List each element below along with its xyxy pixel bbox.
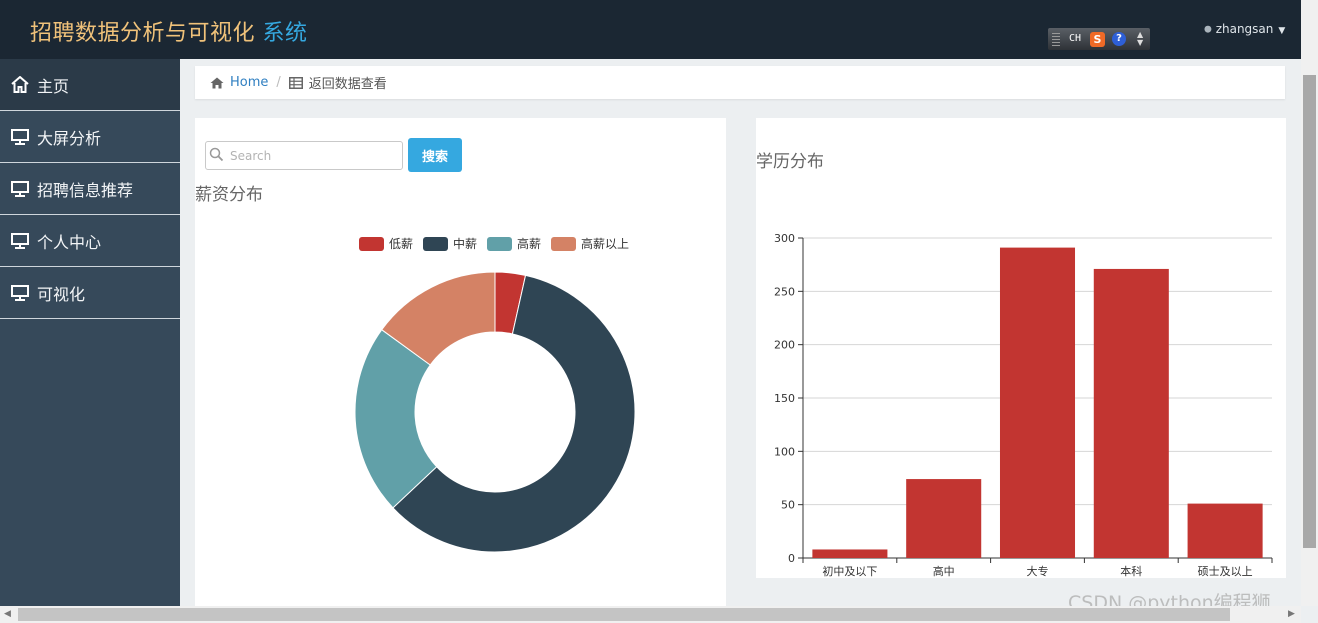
home-icon — [10, 76, 30, 93]
monitor-icon — [10, 128, 30, 145]
sidebar-item-label: 大屏分析 — [37, 128, 102, 148]
breadcrumb-home-link[interactable]: Home — [210, 75, 268, 90]
scroll-right-icon[interactable]: ▶ — [1288, 609, 1295, 619]
bar[interactable] — [812, 549, 888, 558]
vertical-scrollbar[interactable] — [1301, 0, 1318, 606]
legend-label: 高薪以上 — [581, 237, 630, 251]
sidebar-item-home[interactable]: 主页 — [0, 59, 180, 111]
x-tick-label: 硕士及以上 — [1198, 565, 1253, 578]
username: zhangsan — [1215, 22, 1274, 36]
legend-label: 高薪 — [517, 237, 542, 251]
y-tick-label: 250 — [774, 285, 795, 298]
ime-grip-icon[interactable] — [1052, 32, 1060, 46]
horizontal-scrollbar[interactable]: ◀ ▶ — [0, 606, 1301, 623]
y-tick-label: 50 — [781, 499, 795, 512]
monitor-icon — [10, 180, 30, 197]
legend-label: 中薪 — [453, 237, 478, 251]
legend-swatch — [359, 236, 384, 251]
education-chart-title: 学历分布 — [756, 152, 824, 172]
legend-swatch — [551, 236, 577, 251]
help-icon[interactable]: ? — [1112, 32, 1126, 46]
sidebar-item-visualization[interactable]: 可视化 — [0, 267, 180, 319]
salary-legend: 低薪 中薪 高薪 高薪以上 — [359, 235, 639, 252]
monitor-icon — [10, 284, 30, 301]
monitor-icon — [10, 232, 30, 249]
ime-mode-label[interactable]: CH — [1069, 33, 1082, 44]
x-tick-label: 本科 — [1120, 564, 1142, 578]
y-tick-label: 0 — [788, 552, 795, 565]
vertical-scroll-thumb[interactable] — [1303, 75, 1316, 548]
breadcrumb-home-label: Home — [230, 75, 269, 90]
salary-panel: 搜索 薪资分布 低薪 中薪 高薪 高薪以上 — [195, 118, 726, 606]
y-tick-label: 300 — [774, 232, 795, 245]
legend-label: 低薪 — [389, 237, 414, 251]
brand-title-accent: 系统 — [262, 21, 308, 46]
caret-down-icon: ▼ — [1278, 26, 1286, 36]
y-tick-label: 150 — [774, 392, 795, 405]
sogou-logo-icon[interactable]: S — [1090, 32, 1105, 47]
sidebar-item-label: 招聘信息推荐 — [37, 180, 134, 200]
legend-item-top[interactable]: 高薪以上 — [551, 235, 629, 252]
donut-slice-mid[interactable] — [392, 274, 636, 553]
sidebar-item-dashboard[interactable]: 大屏分析 — [0, 111, 180, 163]
breadcrumb: Home / 返回数据查看 — [195, 66, 1285, 99]
legend-item-high[interactable]: 高薪 — [487, 235, 541, 252]
donut-slice-high[interactable] — [354, 329, 438, 509]
donut-slice-top[interactable] — [381, 271, 496, 366]
table-icon — [288, 76, 303, 89]
salary-donut-chart — [354, 271, 636, 553]
salary-chart-title: 薪资分布 — [195, 185, 263, 205]
sidebar-item-recommend[interactable]: 招聘信息推荐 — [0, 163, 180, 215]
bar[interactable] — [999, 247, 1076, 558]
ime-toolbar[interactable]: CH S ? ▲ ▼ — [1048, 28, 1150, 50]
breadcrumb-separator: / — [276, 75, 281, 90]
legend-swatch — [423, 236, 449, 251]
y-tick-label: 200 — [774, 339, 795, 352]
sidebar-item-label: 可视化 — [37, 284, 86, 304]
sidebar-item-profile[interactable]: 个人中心 — [0, 215, 180, 267]
y-tick-label: 100 — [774, 445, 795, 458]
legend-item-mid[interactable]: 中薪 — [423, 235, 477, 252]
legend-item-low[interactable]: 低薪 — [359, 235, 413, 252]
bar[interactable] — [906, 479, 982, 558]
education-bar-chart: 0 50 100 150 200 250 300 初中及以下 高中 大专 本科 硕士及以上 — [774, 232, 1273, 578]
bar[interactable] — [1187, 503, 1263, 558]
search-input[interactable] — [205, 141, 403, 170]
sidebar: 主页 大屏分析 招聘信息推荐 个人中心 可视化 — [0, 59, 180, 606]
breadcrumb-current-label: 返回数据查看 — [308, 77, 387, 92]
breadcrumb-current: 返回数据查看 — [288, 73, 387, 92]
top-navbar: 招聘数据分析与可视化 系统 CH S ? ▲ ▼ ● zhangsan ▼ — [0, 0, 1301, 59]
sidebar-item-label: 个人中心 — [37, 232, 102, 252]
x-tick-label: 初中及以下 — [822, 564, 877, 578]
bar[interactable] — [1093, 268, 1169, 558]
app-brand[interactable]: 招聘数据分析与可视化 系统 — [30, 15, 308, 47]
home-icon — [210, 77, 224, 88]
user-status-icon: ● — [1204, 24, 1212, 35]
legend-swatch — [487, 236, 513, 251]
ime-menu-icon[interactable]: ▲ ▼ — [1137, 30, 1144, 47]
horizontal-scroll-thumb[interactable] — [18, 608, 1230, 621]
brand-title: 招聘数据分析与可视化 — [30, 21, 256, 46]
search-icon — [209, 147, 224, 162]
education-panel: 学历分布 0 50 100 150 200 250 300 初中及以下 高中 大专 本科 硕士及以上 — [756, 118, 1286, 578]
user-menu[interactable]: ● zhangsan ▼ — [1204, 22, 1285, 36]
x-tick-label: 高中 — [933, 564, 955, 578]
search-button[interactable]: 搜索 — [408, 138, 462, 172]
scroll-left-icon[interactable]: ◀ — [4, 609, 11, 619]
sidebar-item-label: 主页 — [37, 76, 70, 96]
x-tick-label: 大专 — [1027, 564, 1049, 578]
